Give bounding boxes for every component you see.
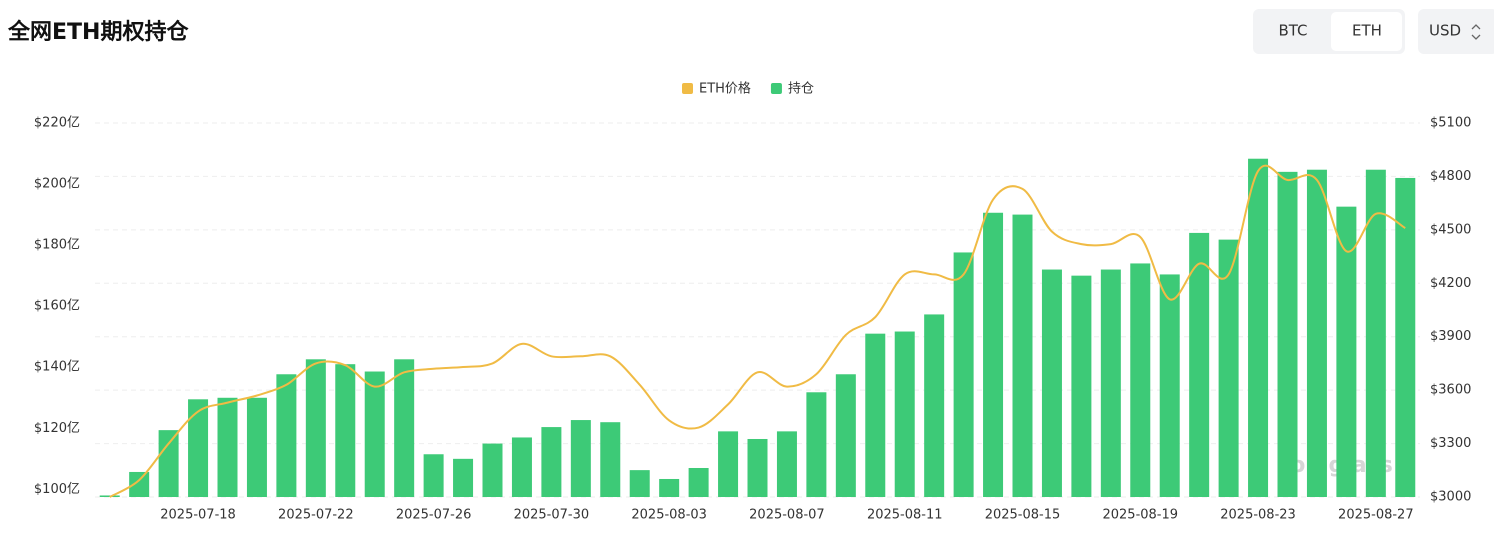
bar bbox=[1306, 169, 1327, 497]
y2-tick-label: $3900 bbox=[1430, 329, 1471, 344]
bar bbox=[570, 420, 591, 497]
x-tick-label: 2025-08-27 bbox=[1338, 508, 1414, 523]
bar bbox=[924, 314, 945, 497]
bar bbox=[688, 467, 709, 497]
bar bbox=[1041, 269, 1062, 497]
page-title: 全网ETH期权持仓 bbox=[7, 19, 189, 45]
bar bbox=[747, 438, 768, 497]
y-tick-label: $200亿 bbox=[34, 177, 80, 192]
bar bbox=[600, 422, 621, 497]
bar bbox=[1395, 177, 1416, 497]
coin-selected bbox=[1331, 12, 1402, 51]
bar bbox=[894, 331, 915, 497]
bar bbox=[835, 374, 856, 497]
legend-label: ETH价格 bbox=[699, 81, 751, 97]
bar bbox=[953, 252, 974, 497]
bar bbox=[217, 397, 238, 497]
bar bbox=[1277, 171, 1298, 497]
y-tick-label: $120亿 bbox=[34, 421, 80, 436]
x-tick-label: 2025-08-15 bbox=[985, 508, 1061, 523]
y2-tick-label: $3600 bbox=[1430, 383, 1471, 398]
x-tick-label: 2025-07-30 bbox=[514, 508, 590, 523]
x-tick-label: 2025-07-22 bbox=[278, 508, 354, 523]
coin-btc[interactable]: BTC bbox=[1278, 22, 1307, 40]
bar bbox=[1071, 275, 1092, 497]
x-tick-label: 2025-07-26 bbox=[396, 508, 472, 523]
bar bbox=[1100, 269, 1121, 497]
y-tick-label: $100亿 bbox=[34, 482, 80, 497]
bar bbox=[453, 458, 474, 497]
legend-swatch bbox=[682, 83, 693, 94]
y2-tick-label: $3300 bbox=[1430, 436, 1471, 451]
bar bbox=[129, 471, 150, 497]
bar bbox=[335, 364, 356, 497]
y-tick-label: $140亿 bbox=[34, 360, 80, 375]
bar bbox=[629, 470, 650, 497]
currency-label[interactable]: USD bbox=[1429, 22, 1461, 40]
x-tick-label: 2025-08-07 bbox=[749, 508, 825, 523]
select-arrow bbox=[1471, 24, 1481, 40]
bar bbox=[1189, 232, 1210, 497]
y2-tick-label: $4200 bbox=[1430, 276, 1471, 291]
bar bbox=[423, 454, 444, 497]
bar bbox=[541, 427, 562, 497]
y-tick-label: $220亿 bbox=[34, 116, 80, 131]
bar bbox=[1218, 239, 1239, 497]
x-tick-label: 2025-08-03 bbox=[631, 508, 707, 523]
bar bbox=[1365, 169, 1386, 497]
bar bbox=[1012, 214, 1033, 497]
x-tick-label: 2025-08-19 bbox=[1102, 508, 1178, 523]
y-tick-label: $180亿 bbox=[34, 238, 80, 253]
y2-tick-label: $4800 bbox=[1430, 169, 1471, 184]
currency-select[interactable] bbox=[1418, 9, 1494, 54]
bar bbox=[394, 359, 415, 497]
bar bbox=[865, 333, 886, 497]
y-tick-label: $160亿 bbox=[34, 299, 80, 314]
bar bbox=[1248, 158, 1269, 497]
bar bbox=[482, 443, 503, 497]
price-line bbox=[109, 164, 1406, 498]
bar bbox=[246, 397, 267, 497]
coin-eth[interactable]: ETH bbox=[1352, 22, 1382, 40]
bar bbox=[1130, 263, 1151, 497]
bar bbox=[276, 374, 297, 497]
bar bbox=[806, 392, 827, 497]
x-tick-label: 2025-07-18 bbox=[160, 508, 236, 523]
y2-tick-label: $3000 bbox=[1430, 490, 1471, 505]
bar bbox=[158, 430, 179, 497]
bar bbox=[305, 359, 326, 497]
x-tick-label: 2025-08-23 bbox=[1220, 508, 1296, 523]
legend-swatch bbox=[770, 83, 782, 94]
y2-tick-label: $5100 bbox=[1430, 116, 1471, 131]
bar bbox=[659, 478, 680, 497]
bar bbox=[1159, 274, 1180, 497]
x-tick-label: 2025-08-11 bbox=[867, 508, 943, 523]
bar bbox=[1336, 206, 1357, 498]
bar bbox=[718, 431, 739, 497]
legend-label: 持仓 bbox=[788, 82, 814, 97]
bar bbox=[364, 371, 385, 497]
bar bbox=[188, 399, 209, 497]
bar bbox=[983, 212, 1004, 497]
bar bbox=[776, 431, 797, 497]
bar bbox=[511, 437, 532, 497]
y2-tick-label: $4500 bbox=[1430, 222, 1471, 237]
